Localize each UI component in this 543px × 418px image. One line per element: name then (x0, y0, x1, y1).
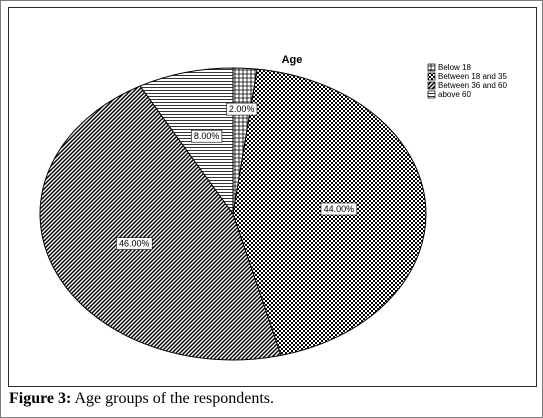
slice-value-label-box (191, 129, 223, 143)
pie-slice-between-36-and-60 (39, 85, 282, 361)
slice-value-label: 8.00% (194, 131, 220, 141)
slice-value-label-box (320, 202, 358, 216)
slice-value-label-box (116, 237, 153, 250)
pie-chart: Age 2.00%44.00%46.00%8.00% Below 18Betwe… (39, 54, 507, 361)
legend-entry-label: Between 18 and 35 (438, 72, 507, 81)
chart-title: Age (282, 54, 303, 66)
slice-value-label: 44.00% (324, 204, 355, 214)
caption-label: Figure 3: (9, 390, 72, 407)
legend-swatch (427, 72, 436, 81)
legend-swatch (427, 90, 436, 99)
legend-entry-label: above 60 (438, 90, 471, 99)
caption-text: Age groups of the respondents. (74, 390, 274, 407)
legend-entry-label: Below 18 (438, 63, 471, 72)
legend-entry-label: Between 36 and 60 (438, 81, 507, 90)
pie-slice-labels: 2.00% 44.00% 46.00% 8.00% (116, 102, 358, 250)
slice-value-label-box (226, 102, 258, 116)
legend-swatch (427, 63, 436, 72)
slice-value-label: 2.00% (229, 104, 255, 114)
chart-area: Age 2.00% 44.00% 46.00% 8.00% Below 18 Betwe… (8, 7, 537, 387)
figure-caption: Figure 3: Age groups of the respondents. (9, 390, 274, 408)
slice-value-label: 46.00% (119, 239, 150, 249)
pie-slice-above-60 (139, 67, 234, 216)
legend-swatch (427, 81, 436, 90)
